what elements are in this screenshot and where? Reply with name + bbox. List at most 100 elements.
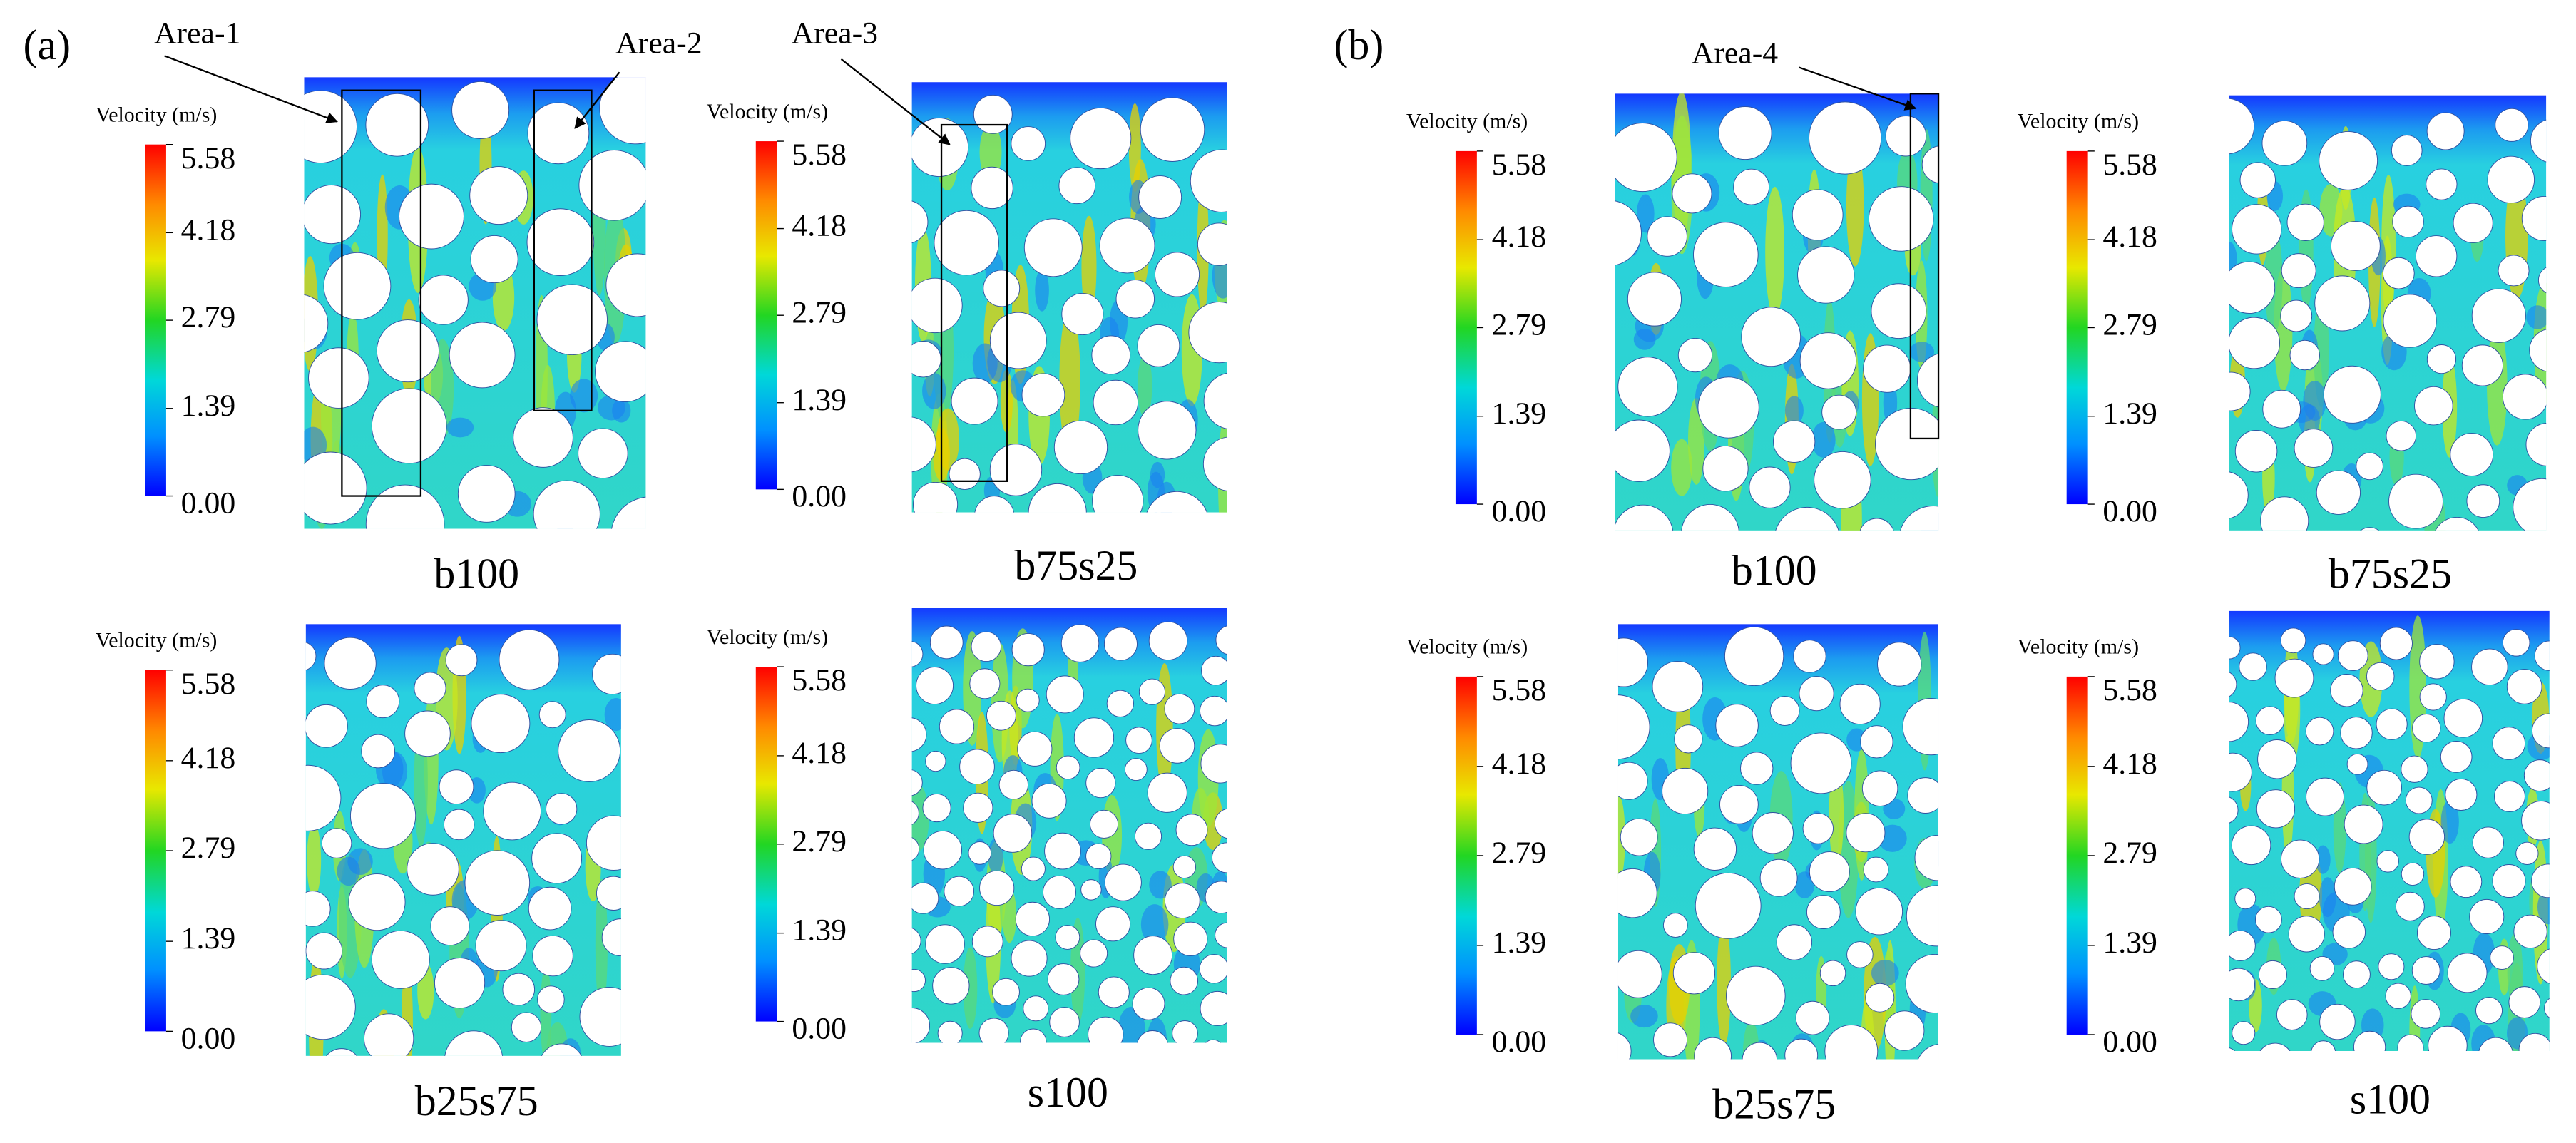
flow-streak <box>1138 354 1152 418</box>
particle <box>2382 257 2415 289</box>
particle <box>2537 267 2547 294</box>
particle <box>1021 856 1046 881</box>
flow-streak <box>595 878 608 1013</box>
particle <box>1662 913 1688 938</box>
particle <box>971 631 1002 662</box>
particle <box>1103 627 1138 661</box>
particle <box>2232 204 2282 255</box>
particle <box>2260 496 2309 531</box>
particle <box>992 978 1020 1006</box>
particle <box>2344 804 2383 844</box>
particle <box>305 974 356 1040</box>
particle <box>1615 200 1642 266</box>
particle <box>1694 1037 1732 1060</box>
particle <box>2334 867 2372 906</box>
particle <box>2508 986 2541 1018</box>
particle <box>2280 627 2306 654</box>
particle <box>2471 288 2526 343</box>
particle <box>1175 814 1208 846</box>
colorbar-tick-label: 2.79 <box>181 300 236 334</box>
particle <box>538 701 566 729</box>
particle <box>2239 652 2267 681</box>
particle <box>349 783 416 849</box>
particle <box>1740 752 1774 785</box>
particle <box>1617 1032 1632 1060</box>
particle <box>1793 640 1826 673</box>
flow-streak <box>1671 439 1692 496</box>
particle <box>1715 704 1759 747</box>
particle <box>599 77 646 145</box>
particle <box>2414 386 2453 426</box>
particle <box>305 704 348 748</box>
particle <box>2440 741 2473 773</box>
particle <box>2426 112 2465 150</box>
particle <box>2330 674 2363 707</box>
particle <box>2255 906 2282 933</box>
particle <box>451 81 510 139</box>
particle <box>1043 875 1076 909</box>
particle <box>998 769 1029 800</box>
particle <box>1172 855 1196 879</box>
particle <box>371 930 430 989</box>
particle <box>2258 960 2287 989</box>
particle <box>1769 696 1800 726</box>
particle <box>1799 676 1834 712</box>
flow-streak <box>1717 920 1731 1047</box>
particle <box>937 1020 963 1043</box>
particle <box>1914 835 1939 881</box>
particle <box>1011 126 1046 161</box>
colorbar-title: Velocity (m/s) <box>2018 635 2139 659</box>
colorbar <box>755 667 777 1022</box>
particle <box>2366 662 2395 691</box>
particle <box>475 920 527 972</box>
colorbar-tick-label: 2.79 <box>2102 308 2157 342</box>
colorbar-tick-label: 2.79 <box>181 831 236 865</box>
particle <box>305 932 343 970</box>
particle <box>1046 675 1084 714</box>
particle <box>2498 255 2530 287</box>
particle <box>304 185 362 245</box>
plot-label: b100 <box>1732 547 1817 594</box>
particle <box>2319 130 2378 190</box>
colorbar <box>2066 676 2088 1035</box>
colorbar-title: Velocity (m/s) <box>96 628 217 652</box>
particle <box>959 749 995 785</box>
particle <box>2376 850 2399 873</box>
particle <box>371 388 447 464</box>
particle <box>2306 777 2344 816</box>
area-box <box>1909 93 1940 440</box>
plot-label: b25s75 <box>415 1077 538 1124</box>
particle <box>2472 826 2504 858</box>
particle <box>1138 175 1182 219</box>
particle <box>1784 1038 1819 1060</box>
particle <box>2529 329 2547 372</box>
particle <box>1164 693 1195 724</box>
particle <box>305 764 342 831</box>
particle <box>2453 203 2493 243</box>
particle <box>1776 924 1813 960</box>
velocity-field <box>1617 624 1939 1060</box>
colorbar-title: Velocity (m/s) <box>1406 110 1528 133</box>
particle <box>1170 966 1198 995</box>
low-velocity-zone <box>2303 380 2326 421</box>
particle <box>1652 661 1704 712</box>
particle <box>1718 106 1772 160</box>
particle <box>1016 688 1040 712</box>
particle <box>1617 357 1678 417</box>
particle <box>1741 307 1801 367</box>
particle <box>1863 856 1889 883</box>
particle <box>1814 451 1871 509</box>
particle <box>1023 995 1049 1022</box>
particle <box>1921 145 1939 184</box>
particle <box>1824 1025 1879 1060</box>
particle <box>2419 644 2455 680</box>
particle <box>2461 344 2503 386</box>
particle <box>2314 275 2371 332</box>
particle <box>923 831 962 870</box>
velocity-field <box>1615 93 1939 531</box>
colorbar <box>145 144 166 496</box>
colorbar-tick-label: 2.79 <box>792 295 847 329</box>
particle <box>2337 640 2368 671</box>
particle <box>911 200 929 244</box>
particle <box>1871 283 1927 339</box>
